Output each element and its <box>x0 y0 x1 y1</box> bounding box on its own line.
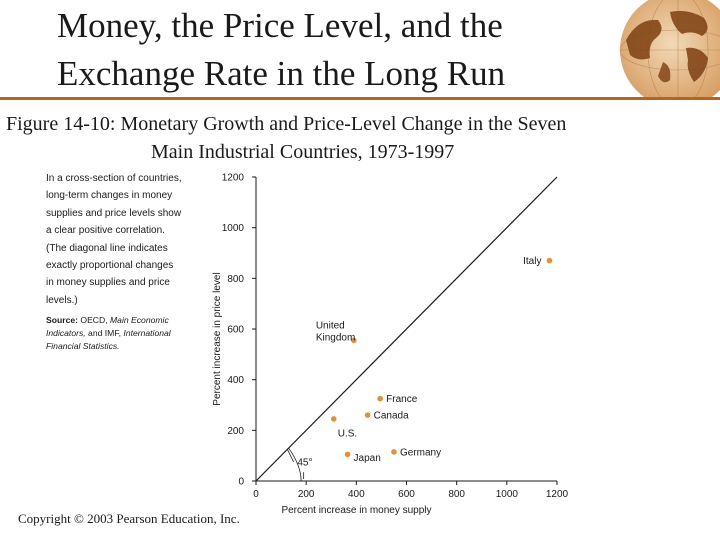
y-tick-label: 800 <box>227 274 244 285</box>
y-tick-label: 1000 <box>222 223 245 234</box>
y-tick-label: 200 <box>227 426 244 437</box>
y-tick-label: 1200 <box>222 173 245 184</box>
source-italic: Indicators, <box>46 328 86 339</box>
data-point <box>351 337 357 344</box>
x-tick-label: 800 <box>448 489 465 500</box>
x-tick-label: 1000 <box>496 489 519 500</box>
globe-icon <box>619 0 720 97</box>
figure-label: Figure 14-10 <box>6 113 110 135</box>
figure-caption-line2: Main Industrial Countries, 1973-1997 <box>151 141 455 163</box>
copyright-notice: Copyright © 2003 Pearson Education, Inc. <box>18 511 240 526</box>
point-label: France <box>386 394 418 405</box>
point-label: Italy <box>523 256 541 267</box>
source-italic: International <box>123 328 171 339</box>
slide-title-line2: Exchange Rate in the Long Run <box>57 54 506 93</box>
slide-title: Money, the Price Level, and the Exchange… <box>57 2 587 98</box>
note-line: supplies and price levels show <box>46 207 182 219</box>
x-tick-label: 1200 <box>546 489 569 500</box>
point-label: U.S. <box>338 428 357 439</box>
note-line: long-term changes in money <box>46 190 173 202</box>
figure-caption: Figure 14-10: Monetary Growth and Price-… <box>6 110 716 166</box>
title-rule <box>0 97 720 100</box>
point-label: United Kingdom <box>316 320 355 343</box>
point-label: Japan <box>354 453 381 464</box>
source-note: Source: OECD, Main Economic Indicators, … <box>46 314 216 354</box>
proportional-diagonal-line <box>255 176 558 482</box>
data-point <box>364 412 371 418</box>
x-axis-label: Percent increase in money supply <box>281 505 431 516</box>
slide-title-line1: Money, the Price Level, and the <box>57 6 503 45</box>
x-tick-label: 0 <box>253 489 259 500</box>
source-italic: Financial Statistics. <box>46 341 120 352</box>
y-tick-label: 0 <box>238 477 244 488</box>
data-point <box>391 449 397 455</box>
x-tick-label: 400 <box>348 489 365 500</box>
figure-caption-line1: : Monetary Growth and Price-Level Change… <box>109 113 567 135</box>
angle-label: 45° <box>297 457 312 468</box>
angle-pointer-line <box>286 449 294 463</box>
source-text: OECD, <box>80 315 108 325</box>
point-label: Canada <box>374 411 409 422</box>
note-line: exactly proportional changes <box>46 260 174 272</box>
y-tick-label: 400 <box>227 375 244 386</box>
data-point <box>546 257 553 264</box>
angle-arc <box>288 447 302 482</box>
x-tick-label: 200 <box>298 489 315 500</box>
data-point <box>377 395 383 402</box>
source-text: and IMF, <box>88 328 122 339</box>
note-line: (The diagonal line indicates <box>46 242 168 254</box>
y-axis-label: Percent increase in price level <box>212 272 223 405</box>
note-line: In a cross-section of countries, <box>46 173 182 184</box>
y-tick-label: 600 <box>227 325 244 336</box>
side-note: In a cross-section of countries, long-te… <box>46 170 216 309</box>
data-point <box>344 451 351 458</box>
note-line: a clear positive correlation. <box>46 225 165 237</box>
note-line: levels.) <box>46 294 78 306</box>
note-line: in money supplies and price <box>46 277 170 289</box>
source-italic: Main Economic <box>110 315 169 325</box>
data-point <box>330 416 337 422</box>
source-label: Source: <box>46 315 78 325</box>
x-tick-label: 600 <box>398 489 415 500</box>
point-label: Germany <box>400 447 441 458</box>
